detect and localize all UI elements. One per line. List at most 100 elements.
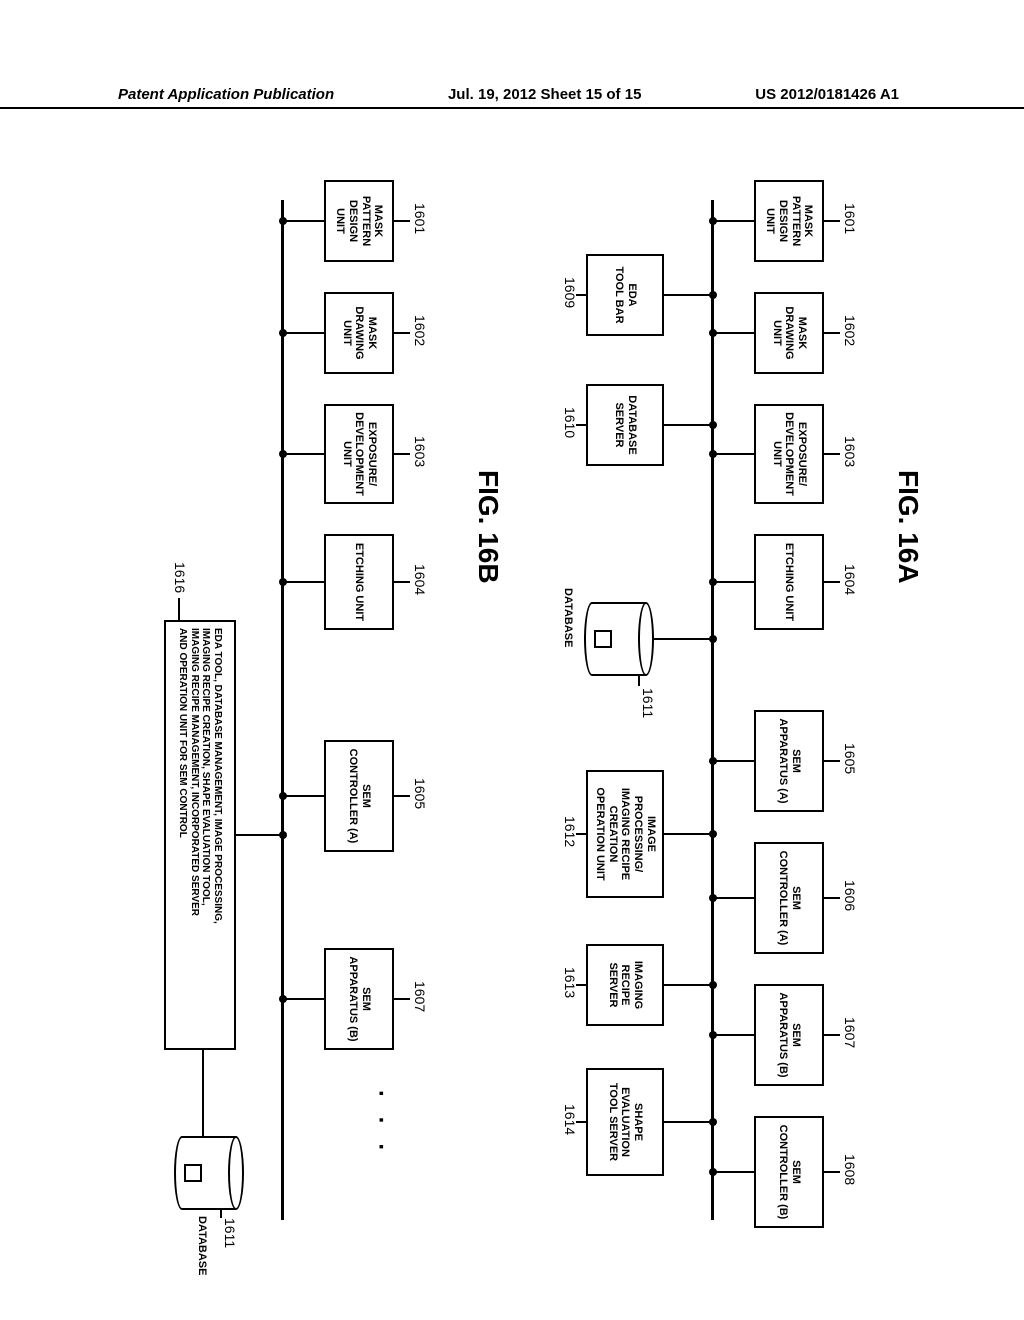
lead-bottom	[576, 294, 586, 296]
connector	[714, 453, 754, 455]
bus-node-b	[279, 792, 287, 800]
connector-bottom	[664, 294, 712, 296]
fig-b-box-num: 1605	[412, 778, 428, 809]
connector	[714, 220, 754, 222]
fig-b-box-num: 1604	[412, 564, 428, 595]
fig-a-bottom-box: IMAGING RECIPE SERVER	[586, 944, 664, 1026]
db-inner-icon	[594, 630, 612, 648]
db-top-b	[228, 1136, 244, 1210]
database-label-a: DATABASE	[562, 588, 574, 647]
diagram-rotated-wrap: FIG. 16A FIG. 16B MASK PATTERN DESIGN UN…	[0, 278, 1024, 1142]
db-lead-b	[220, 1210, 222, 1218]
lead-bottom	[576, 833, 586, 835]
bus-line-b	[281, 200, 284, 1220]
bus-node-bottom	[709, 291, 717, 299]
fig-a-box-num: 1602	[842, 315, 858, 346]
fig-a-box: SEM CONTROLLER (A)	[754, 842, 824, 954]
fig-b-box: SEM APPARATUS (B)	[324, 948, 394, 1050]
lead-b	[394, 453, 410, 455]
connector	[714, 1171, 754, 1173]
fig-b-box: MASK DRAWING UNIT	[324, 292, 394, 374]
header-left: Patent Application Publication	[118, 86, 334, 103]
bus-node	[709, 217, 717, 225]
header-center: Jul. 19, 2012 Sheet 15 of 15	[448, 86, 641, 103]
bus-node-bottom	[709, 981, 717, 989]
bus-node-b	[279, 450, 287, 458]
lead-bottom	[576, 424, 586, 426]
fig-a-box-num: 1606	[842, 880, 858, 911]
fig-b-box: ETCHING UNIT	[324, 534, 394, 630]
fig-b-box-num: 1607	[412, 981, 428, 1012]
fig-a-bottom-num: 1609	[562, 277, 578, 308]
lead	[824, 1034, 840, 1036]
lead	[824, 581, 840, 583]
connector-b	[284, 795, 324, 797]
connector	[714, 897, 754, 899]
connector-bottom	[664, 984, 712, 986]
fig-a-box: EXPOSURE/ DEVELOPMENT UNIT	[754, 404, 824, 504]
bus-node-bottom	[709, 1118, 717, 1126]
db-lead-a	[638, 676, 640, 686]
lead	[824, 760, 840, 762]
db-top	[638, 602, 654, 676]
bus-node-b	[279, 329, 287, 337]
connector-b	[284, 220, 324, 222]
database-label-b: DATABASE	[196, 1216, 208, 1275]
fig-a-bottom-box: SHAPE EVALUATION TOOL SERVER	[586, 1068, 664, 1176]
fig-a-bottom-num: 1613	[562, 967, 578, 998]
server-num-b: 1616	[172, 562, 188, 593]
server-node-b	[279, 831, 287, 839]
db-conn-a	[654, 638, 712, 640]
lead	[824, 332, 840, 334]
bus-line-a	[711, 200, 714, 1220]
fig-b-box: MASK PATTERN DESIGN UNIT	[324, 180, 394, 262]
fig-a-bottom-num: 1612	[562, 816, 578, 847]
lead	[824, 1171, 840, 1173]
fig-a-bottom-box: IMAGE PROCESSING/ IMAGING RECIPE CREATIO…	[586, 770, 664, 898]
bus-node-bottom	[709, 421, 717, 429]
fig-b-box: EXPOSURE/ DEVELOPMENT UNIT	[324, 404, 394, 504]
database-a	[580, 602, 654, 676]
fig-a-bottom-box: DATABASE SERVER	[586, 384, 664, 466]
fig-a-box-num: 1605	[842, 743, 858, 774]
integrated-server-label: EDA TOOL, DATABASE MANAGEMENT, IMAGE PRO…	[177, 628, 223, 924]
fig-a-box-num: 1603	[842, 436, 858, 467]
fig-a-box: MASK DRAWING UNIT	[754, 292, 824, 374]
diagram-content: FIG. 16A FIG. 16B MASK PATTERN DESIGN UN…	[60, 140, 924, 1280]
fig-a-box-num: 1604	[842, 564, 858, 595]
figure-16b: MASK PATTERN DESIGN UNIT1601MASK DRAWING…	[104, 140, 454, 1280]
fig-16b-title: FIG. 16B	[472, 470, 504, 584]
fig-a-box: SEM CONTROLLER (B)	[754, 1116, 824, 1228]
page: Patent Application Publication Jul. 19, …	[0, 0, 1024, 1320]
lead-bottom	[576, 984, 586, 986]
connector-b	[284, 332, 324, 334]
db-node-a	[709, 635, 717, 643]
lead	[824, 897, 840, 899]
connector-bottom	[664, 1121, 712, 1123]
page-header: Patent Application Publication Jul. 19, …	[0, 86, 1024, 109]
bus-node-b	[279, 217, 287, 225]
fig-a-box-num: 1607	[842, 1017, 858, 1048]
connector-b	[284, 453, 324, 455]
lead-b	[394, 220, 410, 222]
bus-node	[709, 1031, 717, 1039]
database-b	[170, 1136, 244, 1210]
connector	[714, 1034, 754, 1036]
bus-node	[709, 450, 717, 458]
bus-node	[709, 329, 717, 337]
connector	[714, 332, 754, 334]
connector	[714, 581, 754, 583]
lead	[824, 220, 840, 222]
fig-a-bottom-num: 1614	[562, 1104, 578, 1135]
db-to-server	[202, 1050, 204, 1136]
ellipsis-dots: · · ·	[366, 1090, 394, 1157]
lead-b	[394, 581, 410, 583]
server-lead-b	[178, 598, 180, 620]
integrated-server-box: EDA TOOL, DATABASE MANAGEMENT, IMAGE PRO…	[164, 620, 236, 1050]
lead	[824, 453, 840, 455]
bus-node-b	[279, 578, 287, 586]
fig-b-box: SEM CONTROLLER (A)	[324, 740, 394, 852]
connector-b	[284, 581, 324, 583]
fig-b-box-num: 1603	[412, 436, 428, 467]
fig-a-box: SEM APPARATUS (A)	[754, 710, 824, 812]
